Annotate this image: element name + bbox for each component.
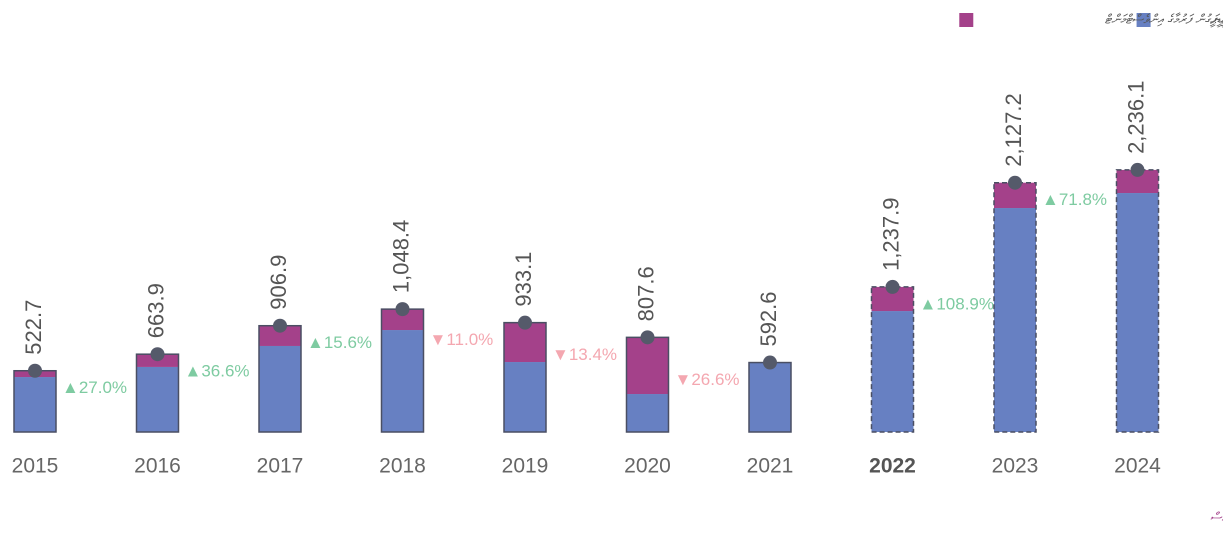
change-label: ▼11.0% bbox=[430, 330, 494, 349]
bar-segment bbox=[381, 309, 424, 331]
total-label: 663.9 bbox=[143, 283, 168, 338]
bar-segment bbox=[14, 377, 56, 432]
total-dot bbox=[1130, 162, 1145, 177]
change-label: ▼13.4% bbox=[552, 345, 617, 364]
x-tick-label: 2022 bbox=[869, 455, 916, 478]
legend-label: އަށްނަގުން ފަރުމާގެ އިންވެސްޓްމަންޓް bbox=[1105, 12, 1223, 28]
change-label: ▲27.0% bbox=[62, 378, 127, 397]
total-dot bbox=[1008, 175, 1022, 190]
bar-segment bbox=[504, 362, 546, 432]
bar-segment bbox=[259, 325, 301, 346]
total-label: 592.6 bbox=[756, 291, 781, 346]
x-tick-label: 2017 bbox=[257, 455, 304, 478]
x-tick-label: 2015 bbox=[12, 455, 59, 478]
total-dot bbox=[640, 330, 655, 345]
x-tick-label: 2018 bbox=[379, 455, 426, 478]
total-label: 1,048.4 bbox=[388, 220, 413, 293]
total-dot bbox=[763, 355, 777, 370]
bar-segment bbox=[749, 362, 791, 432]
bar-segment bbox=[1116, 193, 1159, 432]
total-dot bbox=[28, 363, 42, 378]
total-label: 1,237.9 bbox=[878, 198, 903, 271]
change-label: ▼26.6% bbox=[675, 370, 740, 389]
change-label: ▲36.6% bbox=[185, 362, 250, 381]
bar-segment bbox=[1116, 169, 1159, 194]
x-tick-label: 2016 bbox=[134, 455, 181, 478]
total-dot bbox=[395, 302, 410, 317]
total-dot bbox=[150, 347, 165, 362]
change-label: ▲108.9% bbox=[920, 294, 994, 313]
bar-segment bbox=[626, 394, 669, 432]
x-tick-label: 2024 bbox=[1114, 455, 1161, 478]
source: މަޢުލޫމާތު: މިނިސްޓްރީ އޮފް ފިނޭންސް bbox=[1210, 510, 1223, 526]
total-dot bbox=[518, 315, 532, 330]
bar-segment bbox=[626, 337, 669, 395]
total-label: 2,236.1 bbox=[1123, 81, 1148, 154]
total-label: 933.1 bbox=[511, 252, 536, 307]
total-dot bbox=[885, 279, 900, 294]
bar-segment bbox=[259, 345, 301, 432]
bar-segment bbox=[381, 330, 424, 432]
bar-segment bbox=[136, 366, 179, 432]
total-label: 522.7 bbox=[21, 300, 46, 355]
total-label: 807.6 bbox=[633, 266, 658, 321]
change-label: ▲71.8% bbox=[1042, 190, 1107, 209]
bar-segment bbox=[871, 311, 914, 432]
bar-segment bbox=[994, 208, 1036, 432]
x-tick-label: 2019 bbox=[502, 455, 549, 478]
legend-label: ހުސްވެއްޖެ ޖީޑީޕީ bbox=[1209, 13, 1223, 28]
x-tick-label: 2020 bbox=[624, 455, 671, 478]
legend-swatch bbox=[959, 13, 974, 27]
change-label: ▲15.6% bbox=[307, 333, 372, 352]
x-tick-label: 2023 bbox=[992, 455, 1039, 478]
total-label: 2,127.2 bbox=[1001, 93, 1026, 166]
x-tick-label: 2021 bbox=[747, 455, 794, 478]
legend-swatch bbox=[1136, 13, 1151, 27]
total-label: 906.9 bbox=[266, 255, 291, 310]
total-dot bbox=[273, 318, 287, 333]
